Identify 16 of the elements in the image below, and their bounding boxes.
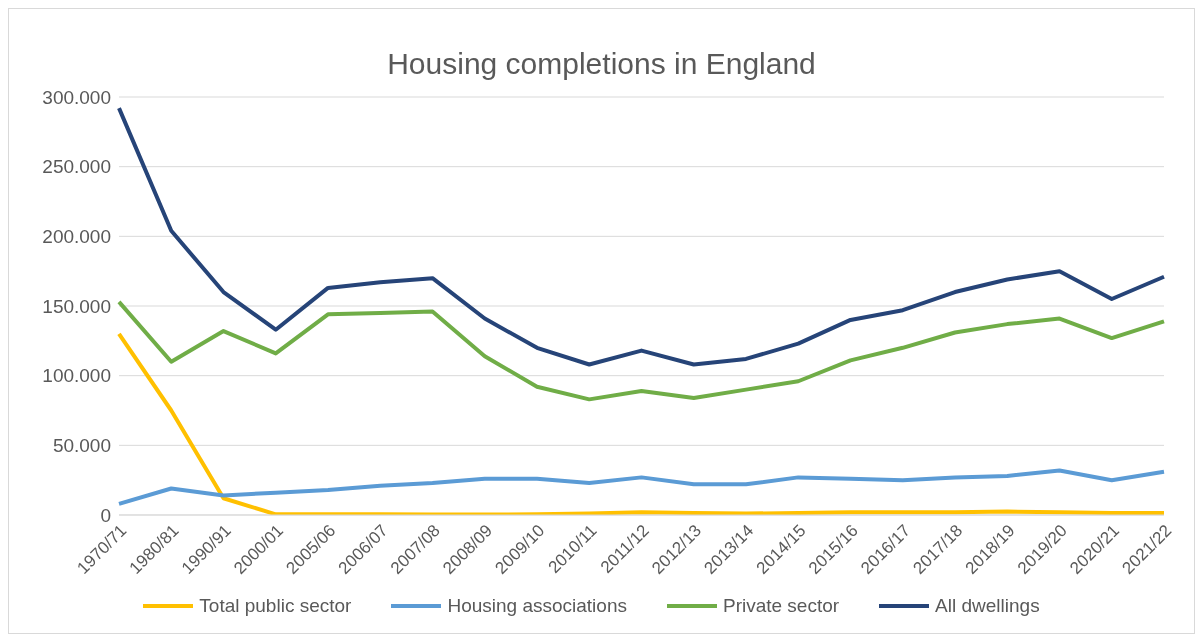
chart-title: Housing completions in England [386,47,817,82]
legend-label: All dwellings [935,595,1040,617]
y-tick-label: 50.000 [52,435,111,457]
line-series [117,331,1166,515]
line-series [117,106,1166,367]
y-tick-label: 0 [100,504,111,526]
line-series [117,468,1166,506]
legend-label: Private sector [722,595,840,617]
y-tick-label: 100.000 [42,365,111,387]
legend-label: Total public sector [199,595,352,617]
line-series [117,299,1166,402]
y-tick-label: 150.000 [42,295,111,317]
legend-label: Housing associations [447,595,627,617]
y-tick-label: 200.000 [42,226,111,248]
y-tick-label: 250.000 [42,156,111,178]
y-tick-label: 300.000 [42,86,111,108]
